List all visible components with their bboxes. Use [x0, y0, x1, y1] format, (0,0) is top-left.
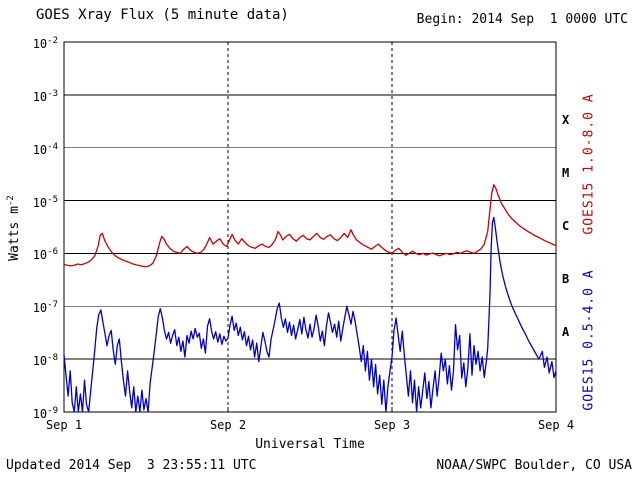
y-tick-label: 10-8	[32, 353, 58, 369]
y-tick-label: 10-4	[32, 141, 58, 157]
y-tick-label: 10-5	[32, 194, 58, 210]
flare-class-X: X	[562, 113, 570, 128]
y-tick-label: 10-3	[32, 88, 58, 104]
y-tick-label: 10-6	[32, 247, 58, 263]
flare-class-B: B	[562, 271, 570, 286]
updated-timestamp: Updated 2014 Sep 3 23:55:11 UTC	[6, 458, 257, 473]
x-tick-label: Sep 4	[537, 418, 575, 432]
begin-time-label: Begin: 2014 Sep 1 0000 UTC	[416, 12, 628, 27]
x-axis-title: Universal Time	[255, 437, 365, 452]
flare-class-M: M	[562, 166, 570, 181]
xray-short-line	[63, 216, 557, 413]
flare-class-C: C	[562, 219, 570, 233]
source-attribution: NOAA/SWPC Boulder, CO USA	[436, 458, 632, 473]
x-tick-label: Sep 3	[373, 418, 411, 432]
flare-class-A: A	[562, 324, 570, 339]
chart-title: GOES Xray Flux (5 minute data)	[36, 7, 289, 23]
y-tick-label: 10-2	[32, 36, 58, 51]
y-tick-label: 10-9	[32, 406, 58, 421]
xray-long-line	[63, 184, 557, 268]
x-tick-label: Sep 1	[45, 418, 83, 432]
x-tick-label: Sep 2	[209, 418, 247, 432]
series-label-long: GOES15 1.0-8.0 A	[581, 93, 597, 235]
plot-border	[63, 41, 557, 413]
y-tick-label: 10-7	[32, 300, 58, 316]
series-label-short: GOES15 0.5-4.0 A	[581, 269, 597, 411]
